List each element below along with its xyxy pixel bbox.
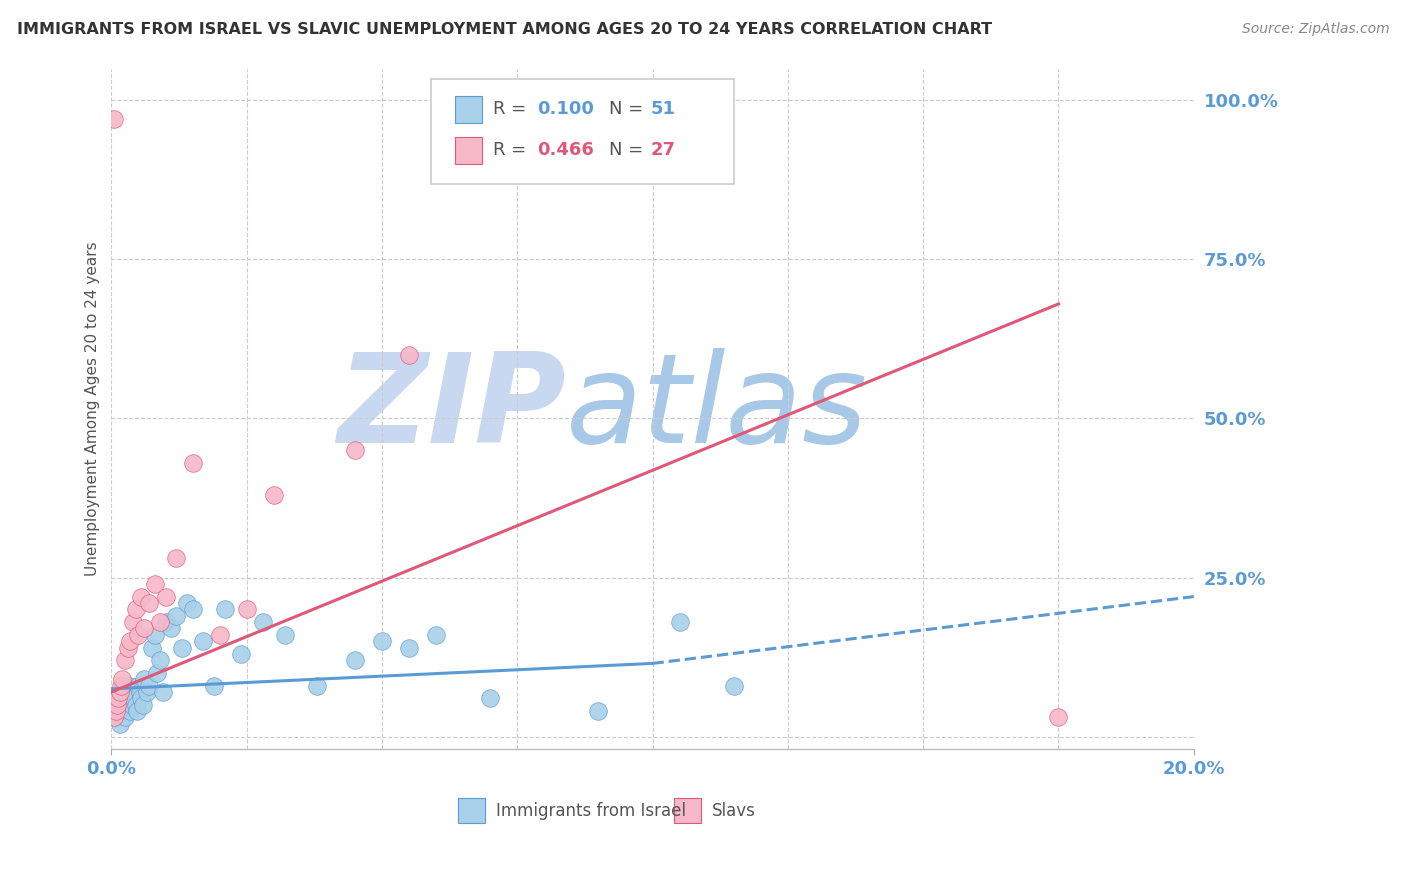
- Point: [479, 691, 502, 706]
- Point: [146, 665, 169, 680]
- Point: [121, 698, 143, 712]
- Point: [129, 691, 152, 706]
- Point: [343, 653, 366, 667]
- Text: 51: 51: [651, 101, 675, 119]
- Text: R =: R =: [494, 141, 533, 159]
- Point: [111, 673, 134, 687]
- Point: [263, 488, 285, 502]
- Point: [115, 698, 138, 712]
- Point: [307, 679, 329, 693]
- Point: [149, 615, 172, 629]
- Bar: [454, 136, 482, 164]
- Point: [668, 615, 690, 629]
- Point: [160, 622, 183, 636]
- Point: [117, 691, 139, 706]
- Point: [138, 596, 160, 610]
- Point: [1047, 710, 1070, 724]
- Point: [110, 704, 132, 718]
- Text: Slavs: Slavs: [711, 802, 756, 820]
- Point: [181, 456, 204, 470]
- Point: [120, 704, 142, 718]
- Point: [208, 628, 231, 642]
- Point: [103, 710, 125, 724]
- Point: [176, 596, 198, 610]
- Text: Source: ZipAtlas.com: Source: ZipAtlas.com: [1241, 22, 1389, 37]
- Point: [165, 608, 187, 623]
- Point: [112, 685, 135, 699]
- Text: N =: N =: [609, 141, 650, 159]
- Point: [252, 615, 274, 629]
- Text: 0.100: 0.100: [537, 101, 593, 119]
- Point: [104, 710, 127, 724]
- Point: [149, 653, 172, 667]
- Point: [120, 634, 142, 648]
- Point: [105, 704, 128, 718]
- Point: [127, 704, 149, 718]
- Point: [118, 679, 141, 693]
- Point: [103, 698, 125, 712]
- Point: [111, 698, 134, 712]
- Text: 0.466: 0.466: [537, 141, 593, 159]
- Point: [108, 716, 131, 731]
- Point: [343, 443, 366, 458]
- Point: [127, 679, 149, 693]
- FancyBboxPatch shape: [430, 78, 734, 185]
- Point: [135, 685, 157, 699]
- Point: [103, 112, 125, 127]
- Point: [129, 590, 152, 604]
- Point: [117, 640, 139, 655]
- Point: [110, 679, 132, 693]
- Text: IMMIGRANTS FROM ISRAEL VS SLAVIC UNEMPLOYMENT AMONG AGES 20 TO 24 YEARS CORRELAT: IMMIGRANTS FROM ISRAEL VS SLAVIC UNEMPLO…: [17, 22, 993, 37]
- Point: [398, 640, 420, 655]
- Point: [122, 691, 145, 706]
- Point: [588, 704, 610, 718]
- Point: [371, 634, 394, 648]
- Point: [155, 590, 177, 604]
- Bar: [454, 95, 482, 123]
- Point: [114, 653, 136, 667]
- Point: [214, 602, 236, 616]
- Point: [125, 698, 148, 712]
- Point: [107, 691, 129, 706]
- Point: [132, 622, 155, 636]
- Text: atlas: atlas: [567, 349, 868, 469]
- Point: [114, 710, 136, 724]
- Point: [155, 615, 177, 629]
- Text: Immigrants from Israel: Immigrants from Israel: [496, 802, 686, 820]
- Point: [273, 628, 295, 642]
- Point: [141, 640, 163, 655]
- Point: [723, 679, 745, 693]
- Point: [122, 685, 145, 699]
- Point: [193, 634, 215, 648]
- Point: [128, 685, 150, 699]
- Bar: [675, 798, 702, 822]
- Bar: [458, 798, 485, 822]
- Point: [105, 698, 128, 712]
- Point: [181, 602, 204, 616]
- Text: R =: R =: [494, 101, 533, 119]
- Point: [202, 679, 225, 693]
- Point: [127, 628, 149, 642]
- Point: [107, 691, 129, 706]
- Point: [108, 685, 131, 699]
- Point: [132, 673, 155, 687]
- Point: [165, 551, 187, 566]
- Text: N =: N =: [609, 101, 650, 119]
- Point: [138, 679, 160, 693]
- Y-axis label: Unemployment Among Ages 20 to 24 years: Unemployment Among Ages 20 to 24 years: [86, 242, 100, 576]
- Point: [170, 640, 193, 655]
- Point: [398, 348, 420, 362]
- Point: [104, 704, 127, 718]
- Point: [231, 647, 253, 661]
- Point: [235, 602, 257, 616]
- Point: [132, 698, 155, 712]
- Text: ZIP: ZIP: [337, 349, 567, 469]
- Point: [125, 602, 148, 616]
- Point: [122, 615, 145, 629]
- Point: [143, 628, 166, 642]
- Point: [143, 577, 166, 591]
- Text: 27: 27: [651, 141, 675, 159]
- Point: [152, 685, 174, 699]
- Point: [425, 628, 447, 642]
